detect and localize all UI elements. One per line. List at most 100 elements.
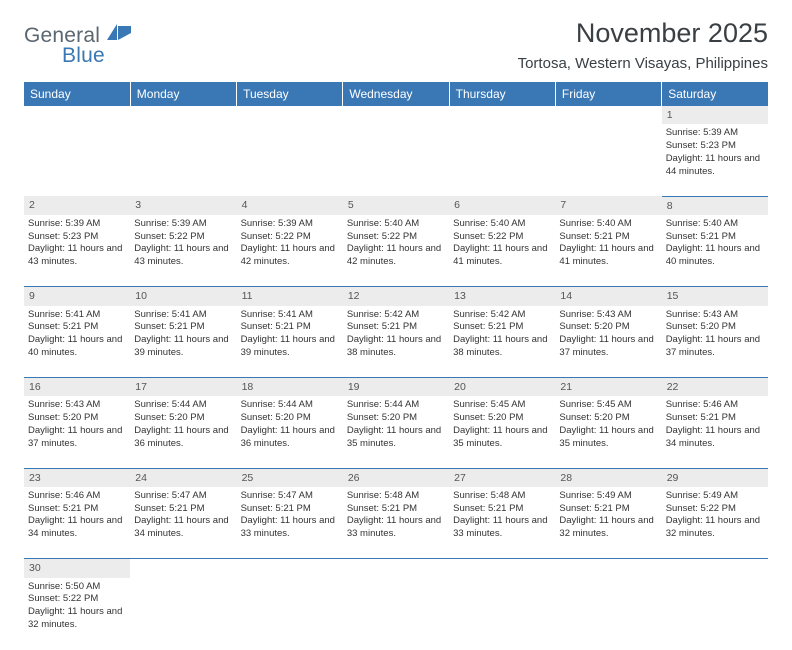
day-number-cell: 25 <box>237 468 343 487</box>
day-number-cell <box>555 559 661 578</box>
day-data-cell: Sunrise: 5:46 AMSunset: 5:21 PMDaylight:… <box>662 396 768 468</box>
day-number-cell <box>130 106 236 124</box>
day-data-cell: Sunrise: 5:45 AMSunset: 5:20 PMDaylight:… <box>449 396 555 468</box>
day-number-cell: 10 <box>130 287 236 306</box>
day-number-cell: 15 <box>662 287 768 306</box>
weekday-header: Monday <box>130 82 236 106</box>
day-number-cell: 8 <box>662 196 768 215</box>
day-number-cell: 5 <box>343 196 449 215</box>
day-number-cell <box>449 559 555 578</box>
title-block: November 2025 Tortosa, Western Visayas, … <box>518 18 768 80</box>
day-data-cell <box>662 578 768 650</box>
day-data-cell: Sunrise: 5:47 AMSunset: 5:21 PMDaylight:… <box>130 487 236 559</box>
day-data-cell <box>343 578 449 650</box>
day-number-cell: 28 <box>555 468 661 487</box>
day-data-cell: Sunrise: 5:43 AMSunset: 5:20 PMDaylight:… <box>24 396 130 468</box>
day-data-cell: Sunrise: 5:42 AMSunset: 5:21 PMDaylight:… <box>449 306 555 378</box>
day-data-cell: Sunrise: 5:48 AMSunset: 5:21 PMDaylight:… <box>343 487 449 559</box>
day-number-cell <box>343 559 449 578</box>
day-data-cell: Sunrise: 5:39 AMSunset: 5:23 PMDaylight:… <box>24 215 130 287</box>
day-data-row: Sunrise: 5:50 AMSunset: 5:22 PMDaylight:… <box>24 578 768 650</box>
page-title: November 2025 <box>518 18 768 49</box>
day-number-cell: 26 <box>343 468 449 487</box>
page-subtitle: Tortosa, Western Visayas, Philippines <box>518 55 768 72</box>
day-number-cell: 23 <box>24 468 130 487</box>
day-data-cell <box>237 124 343 196</box>
day-data-cell <box>449 578 555 650</box>
day-data-cell <box>130 124 236 196</box>
day-number-cell <box>343 106 449 124</box>
day-data-cell <box>449 124 555 196</box>
day-number-cell <box>237 106 343 124</box>
weekday-header-row: SundayMondayTuesdayWednesdayThursdayFrid… <box>24 82 768 106</box>
day-data-cell: Sunrise: 5:39 AMSunset: 5:22 PMDaylight:… <box>237 215 343 287</box>
day-data-row: Sunrise: 5:43 AMSunset: 5:20 PMDaylight:… <box>24 396 768 468</box>
day-data-row: Sunrise: 5:41 AMSunset: 5:21 PMDaylight:… <box>24 306 768 378</box>
day-number-row: 2345678 <box>24 196 768 215</box>
logo: General Blue <box>24 24 133 68</box>
day-data-row: Sunrise: 5:39 AMSunset: 5:23 PMDaylight:… <box>24 215 768 287</box>
day-number-row: 16171819202122 <box>24 378 768 397</box>
day-data-cell <box>343 124 449 196</box>
day-number-cell: 1 <box>662 106 768 124</box>
weekday-header: Saturday <box>662 82 768 106</box>
day-number-cell: 16 <box>24 378 130 397</box>
day-data-cell: Sunrise: 5:47 AMSunset: 5:21 PMDaylight:… <box>237 487 343 559</box>
day-number-row: 23242526272829 <box>24 468 768 487</box>
calendar-table: SundayMondayTuesdayWednesdayThursdayFrid… <box>24 82 768 650</box>
calendar-body: 1 Sunrise: 5:39 AMSunset: 5:23 PMDayligh… <box>24 106 768 650</box>
day-data-cell: Sunrise: 5:49 AMSunset: 5:22 PMDaylight:… <box>662 487 768 559</box>
day-number-cell <box>449 106 555 124</box>
day-data-cell: Sunrise: 5:40 AMSunset: 5:21 PMDaylight:… <box>555 215 661 287</box>
day-number-cell: 3 <box>130 196 236 215</box>
day-number-cell: 24 <box>130 468 236 487</box>
day-data-cell: Sunrise: 5:48 AMSunset: 5:21 PMDaylight:… <box>449 487 555 559</box>
header: General Blue November 2025 Tortosa, West… <box>24 18 768 80</box>
day-number-row: 9101112131415 <box>24 287 768 306</box>
day-data-cell: Sunrise: 5:44 AMSunset: 5:20 PMDaylight:… <box>130 396 236 468</box>
weekday-header: Thursday <box>449 82 555 106</box>
day-number-cell: 20 <box>449 378 555 397</box>
logo-flag-icon <box>107 24 133 47</box>
day-data-cell: Sunrise: 5:49 AMSunset: 5:21 PMDaylight:… <box>555 487 661 559</box>
day-data-cell: Sunrise: 5:41 AMSunset: 5:21 PMDaylight:… <box>237 306 343 378</box>
day-data-cell: Sunrise: 5:44 AMSunset: 5:20 PMDaylight:… <box>343 396 449 468</box>
day-number-cell: 9 <box>24 287 130 306</box>
day-data-row: Sunrise: 5:39 AMSunset: 5:23 PMDaylight:… <box>24 124 768 196</box>
day-number-cell: 14 <box>555 287 661 306</box>
weekday-header: Tuesday <box>237 82 343 106</box>
day-number-cell: 11 <box>237 287 343 306</box>
day-data-cell: Sunrise: 5:43 AMSunset: 5:20 PMDaylight:… <box>555 306 661 378</box>
day-number-row: 1 <box>24 106 768 124</box>
day-data-cell: Sunrise: 5:39 AMSunset: 5:23 PMDaylight:… <box>662 124 768 196</box>
weekday-header: Friday <box>555 82 661 106</box>
day-data-cell <box>555 578 661 650</box>
weekday-header: Wednesday <box>343 82 449 106</box>
day-data-row: Sunrise: 5:46 AMSunset: 5:21 PMDaylight:… <box>24 487 768 559</box>
logo-text-2: Blue <box>62 44 133 68</box>
day-number-cell: 22 <box>662 378 768 397</box>
day-number-cell: 18 <box>237 378 343 397</box>
day-data-cell: Sunrise: 5:50 AMSunset: 5:22 PMDaylight:… <box>24 578 130 650</box>
day-number-cell: 30 <box>24 559 130 578</box>
weekday-header: Sunday <box>24 82 130 106</box>
day-data-cell: Sunrise: 5:39 AMSunset: 5:22 PMDaylight:… <box>130 215 236 287</box>
day-data-cell: Sunrise: 5:45 AMSunset: 5:20 PMDaylight:… <box>555 396 661 468</box>
day-number-cell: 12 <box>343 287 449 306</box>
day-data-cell <box>555 124 661 196</box>
day-number-cell: 2 <box>24 196 130 215</box>
day-number-cell <box>237 559 343 578</box>
day-number-cell: 17 <box>130 378 236 397</box>
day-number-cell <box>662 559 768 578</box>
day-number-cell: 7 <box>555 196 661 215</box>
day-number-cell <box>24 106 130 124</box>
day-number-cell: 6 <box>449 196 555 215</box>
day-data-cell: Sunrise: 5:40 AMSunset: 5:22 PMDaylight:… <box>343 215 449 287</box>
day-data-cell <box>24 124 130 196</box>
day-data-cell: Sunrise: 5:41 AMSunset: 5:21 PMDaylight:… <box>24 306 130 378</box>
day-number-cell: 19 <box>343 378 449 397</box>
day-number-cell: 21 <box>555 378 661 397</box>
day-data-cell: Sunrise: 5:41 AMSunset: 5:21 PMDaylight:… <box>130 306 236 378</box>
day-data-cell: Sunrise: 5:40 AMSunset: 5:21 PMDaylight:… <box>662 215 768 287</box>
day-data-cell: Sunrise: 5:46 AMSunset: 5:21 PMDaylight:… <box>24 487 130 559</box>
